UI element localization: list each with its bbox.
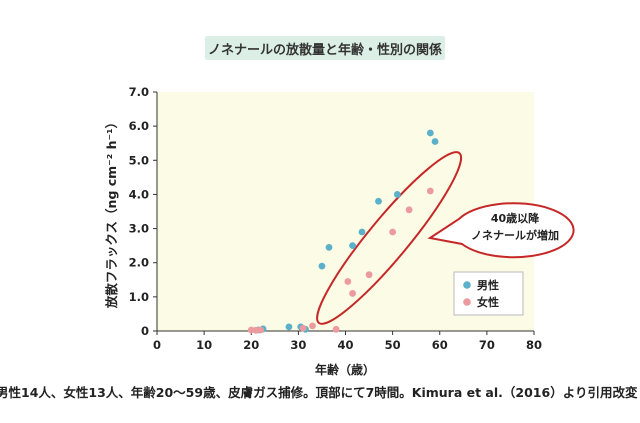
annotation-callout: 40歳以降 ノネナールが増加 xyxy=(427,202,575,259)
female-data-point xyxy=(405,206,413,214)
y-tick-label: 0 xyxy=(141,324,149,338)
chart-title: ノネナールの放散量と年齢・性別の関係 xyxy=(205,36,445,60)
x-axis: 0 10 20 30 40 50 60 70 80 xyxy=(153,330,542,352)
callout-bubble xyxy=(427,202,575,259)
figure-caption: 男性14人、女性13人、年齢20〜59歳、皮膚ガス捕修。頂部にて7時間。Kimu… xyxy=(0,382,640,404)
data-points xyxy=(247,129,439,334)
y-tick-label: 2.0 xyxy=(129,256,149,270)
female-data-point xyxy=(426,187,434,195)
y-axis: 0 1.0 2.0 3.0 4.0 5.0 6.0 7.0 xyxy=(129,85,158,338)
y-tick-label: 7.0 xyxy=(129,85,149,99)
female-data-point xyxy=(365,271,373,279)
legend-label-female: 女性 xyxy=(477,295,499,309)
x-tick-label: 50 xyxy=(385,338,401,352)
y-axis-label: 放散フラックス（ng cm⁻² h⁻¹） xyxy=(104,116,119,309)
female-data-point xyxy=(389,228,397,236)
x-tick-label: 20 xyxy=(243,338,259,352)
trend-ellipse-shape xyxy=(316,151,463,325)
legend-box xyxy=(453,271,524,316)
legend-label-male: 男性 xyxy=(477,278,499,292)
legend: 男性 女性 xyxy=(453,271,524,316)
x-tick-label: 10 xyxy=(196,338,212,352)
male-data-point xyxy=(393,191,401,198)
callout-line-1: 40歳以降 xyxy=(491,211,540,225)
female-data-point xyxy=(257,326,265,334)
callout-line-2: ノネナールが増加 xyxy=(471,228,559,242)
male-data-point xyxy=(285,323,293,331)
caption-text: 男性14人、女性13人、年齢20〜59歳、皮膚ガス捕修。頂部にて7時間。Kimu… xyxy=(0,385,638,400)
female-data-point xyxy=(332,325,340,333)
y-tick-label: 5.0 xyxy=(129,153,149,167)
trend-ellipse xyxy=(316,151,463,325)
x-tick-label: 70 xyxy=(479,338,495,352)
female-data-point xyxy=(349,290,356,297)
female-data-point xyxy=(299,324,307,332)
male-data-point xyxy=(349,242,356,250)
male-data-point xyxy=(318,262,326,270)
male-data-point xyxy=(426,129,434,137)
male-data-point xyxy=(431,138,439,145)
female-data-point xyxy=(309,322,316,330)
y-tick-label: 6.0 xyxy=(129,119,149,133)
male-data-point xyxy=(375,197,382,205)
x-tick-label: 60 xyxy=(432,338,448,352)
female-data-point xyxy=(344,278,352,285)
y-tick-label: 3.0 xyxy=(129,222,149,236)
legend-marker-female xyxy=(463,298,471,306)
x-tick-label: 0 xyxy=(153,338,161,352)
y-tick-label: 1.0 xyxy=(129,290,149,304)
x-tick-label: 30 xyxy=(290,338,306,352)
legend-marker-male xyxy=(463,281,471,289)
male-data-point xyxy=(358,228,366,236)
x-axis-label: 年齢（歳） xyxy=(315,362,375,377)
x-tick-label: 40 xyxy=(337,338,353,352)
y-tick-label: 4.0 xyxy=(129,187,149,201)
x-tick-label: 80 xyxy=(526,338,542,352)
male-data-point xyxy=(325,243,333,251)
